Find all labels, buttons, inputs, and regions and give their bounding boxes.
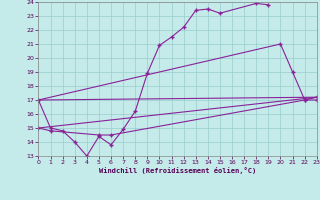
X-axis label: Windchill (Refroidissement éolien,°C): Windchill (Refroidissement éolien,°C) bbox=[99, 167, 256, 174]
